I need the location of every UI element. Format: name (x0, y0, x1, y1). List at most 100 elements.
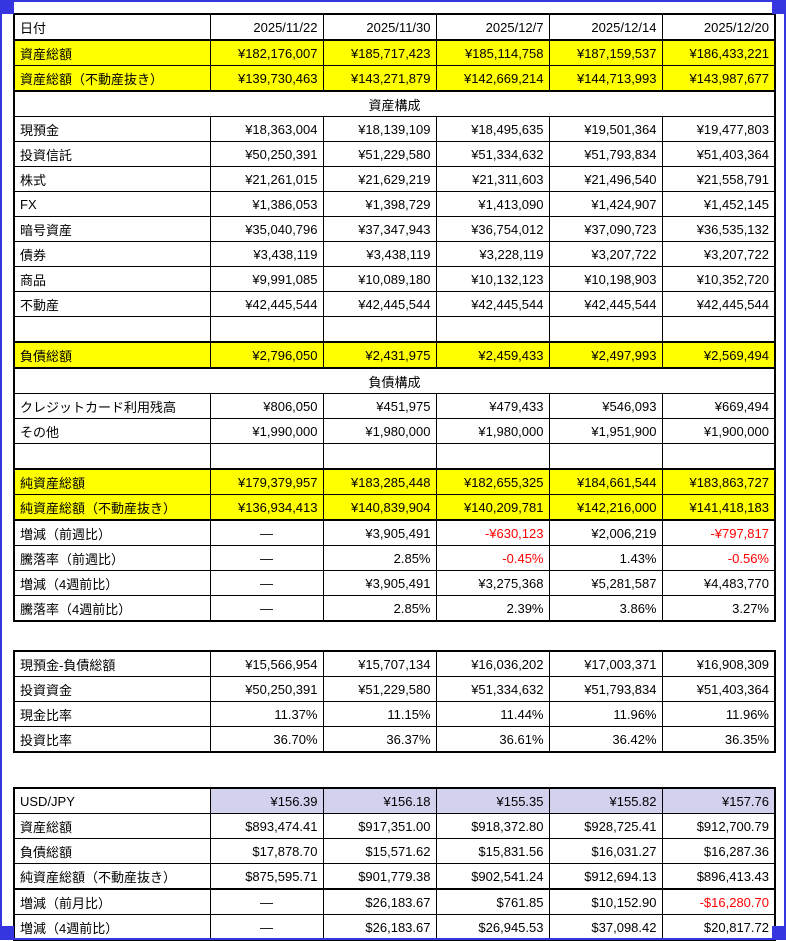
value-cell[interactable]: ¥42,445,544 (548, 291, 663, 317)
value-cell[interactable]: ¥546,093 (548, 393, 663, 419)
value-cell[interactable]: -¥797,817 (661, 519, 776, 546)
row-label-cell[interactable]: 資産総額 (13, 813, 211, 839)
value-cell[interactable]: 2.85% (322, 595, 437, 622)
value-cell[interactable]: $37,098.42 (548, 914, 663, 941)
value-cell[interactable]: ¥3,905,491 (322, 570, 437, 596)
section-header-cell[interactable]: 資産構成 (13, 90, 776, 117)
value-cell[interactable]: $875,595.71 (209, 863, 324, 890)
value-cell[interactable]: ¥18,139,109 (322, 116, 437, 142)
value-cell[interactable]: ¥35,040,796 (209, 216, 324, 242)
value-cell[interactable]: ¥2,459,433 (435, 341, 550, 369)
value-cell[interactable]: ¥155.82 (548, 787, 663, 814)
value-cell[interactable]: ¥21,261,015 (209, 166, 324, 192)
value-cell[interactable]: ¥143,987,677 (661, 65, 776, 92)
value-cell[interactable] (661, 443, 776, 470)
value-cell[interactable]: 36.42% (548, 726, 663, 753)
value-cell[interactable]: ¥3,438,119 (209, 241, 324, 267)
value-cell[interactable]: ¥2,006,219 (548, 519, 663, 546)
value-cell[interactable]: ¥479,433 (435, 393, 550, 419)
value-cell[interactable]: 2.39% (435, 595, 550, 622)
selection-handle-top-right[interactable] (772, 0, 786, 14)
value-cell[interactable] (548, 443, 663, 470)
value-cell[interactable]: ¥21,558,791 (661, 166, 776, 192)
value-cell[interactable]: ¥19,477,803 (661, 116, 776, 142)
value-cell[interactable]: $902,541.24 (435, 863, 550, 890)
value-cell[interactable]: 2025/12/14 (548, 13, 663, 41)
value-cell[interactable]: $901,779.38 (322, 863, 437, 890)
value-cell[interactable]: ― (209, 519, 324, 546)
value-cell[interactable]: ― (209, 570, 324, 596)
value-cell[interactable]: 2025/11/22 (209, 13, 324, 41)
value-cell[interactable]: ¥42,445,544 (661, 291, 776, 317)
value-cell[interactable]: ¥10,132,123 (435, 266, 550, 292)
value-cell[interactable]: $16,031.27 (548, 838, 663, 864)
value-cell[interactable] (209, 316, 324, 343)
row-label-cell[interactable]: 純資産総額（不動産抜き） (13, 494, 211, 521)
value-cell[interactable]: $17,878.70 (209, 838, 324, 864)
value-cell[interactable]: 36.35% (661, 726, 776, 753)
value-cell[interactable]: 11.44% (435, 701, 550, 727)
value-cell[interactable]: ¥157.76 (661, 787, 776, 814)
value-cell[interactable]: $10,152.90 (548, 888, 663, 915)
row-label-cell[interactable]: 純資産総額（不動産抜き） (13, 863, 211, 890)
value-cell[interactable]: ¥9,991,085 (209, 266, 324, 292)
row-label-cell[interactable]: クレジットカード利用残高 (13, 393, 211, 419)
value-cell[interactable]: ¥179,379,957 (209, 468, 324, 495)
value-cell[interactable]: ¥183,285,448 (322, 468, 437, 495)
value-cell[interactable]: ¥185,717,423 (322, 39, 437, 66)
value-cell[interactable]: ¥16,908,309 (661, 650, 776, 677)
row-label-cell[interactable]: 資産総額（不動産抜き） (13, 65, 211, 92)
value-cell[interactable]: -0.56% (661, 545, 776, 571)
value-cell[interactable]: ¥42,445,544 (209, 291, 324, 317)
value-cell[interactable] (435, 443, 550, 470)
selection-handle-bottom-left[interactable] (0, 926, 14, 940)
value-cell[interactable]: ¥19,501,364 (548, 116, 663, 142)
value-cell[interactable] (435, 316, 550, 343)
value-cell[interactable]: ― (209, 888, 324, 915)
value-cell[interactable]: ― (209, 595, 324, 622)
row-label-cell[interactable]: 増減（4週前比） (13, 570, 211, 596)
value-cell[interactable]: $893,474.41 (209, 813, 324, 839)
value-cell[interactable]: 3.86% (548, 595, 663, 622)
value-cell[interactable]: $26,183.67 (322, 888, 437, 915)
value-cell[interactable] (548, 316, 663, 343)
value-cell[interactable]: ¥140,839,904 (322, 494, 437, 521)
value-cell[interactable]: ¥21,496,540 (548, 166, 663, 192)
value-cell[interactable]: ¥140,209,781 (435, 494, 550, 521)
selection-handle-bottom-right[interactable] (772, 926, 786, 940)
value-cell[interactable]: ¥156.18 (322, 787, 437, 814)
value-cell[interactable]: ¥15,566,954 (209, 650, 324, 677)
value-cell[interactable]: ¥2,569,494 (661, 341, 776, 369)
value-cell[interactable]: ¥187,159,537 (548, 39, 663, 66)
value-cell[interactable]: 3.27% (661, 595, 776, 622)
value-cell[interactable]: ¥3,275,368 (435, 570, 550, 596)
value-cell[interactable] (322, 316, 437, 343)
value-cell[interactable]: ¥4,483,770 (661, 570, 776, 596)
value-cell[interactable]: ¥806,050 (209, 393, 324, 419)
value-cell[interactable]: $16,287.36 (661, 838, 776, 864)
value-cell[interactable]: 2025/12/7 (435, 13, 550, 41)
selection-handle-top-left[interactable] (0, 0, 14, 14)
value-cell[interactable]: ¥1,990,000 (209, 418, 324, 444)
value-cell[interactable]: $15,571.62 (322, 838, 437, 864)
value-cell[interactable]: ¥17,003,371 (548, 650, 663, 677)
row-label-cell[interactable]: 投資信託 (13, 141, 211, 167)
value-cell[interactable]: ¥142,669,214 (435, 65, 550, 92)
value-cell[interactable]: 11.15% (322, 701, 437, 727)
value-cell[interactable]: ¥37,090,723 (548, 216, 663, 242)
value-cell[interactable]: ¥51,334,632 (435, 676, 550, 702)
value-cell[interactable]: ¥136,934,413 (209, 494, 324, 521)
value-cell[interactable] (322, 443, 437, 470)
value-cell[interactable]: ¥182,176,007 (209, 39, 324, 66)
value-cell[interactable]: ¥51,229,580 (322, 676, 437, 702)
value-cell[interactable]: ¥51,334,632 (435, 141, 550, 167)
value-cell[interactable]: ¥51,229,580 (322, 141, 437, 167)
value-cell[interactable]: ¥36,754,012 (435, 216, 550, 242)
value-cell[interactable]: ¥184,661,544 (548, 468, 663, 495)
value-cell[interactable]: ¥50,250,391 (209, 141, 324, 167)
row-label-cell[interactable]: 資産総額 (13, 39, 211, 66)
value-cell[interactable]: -$16,280.70 (661, 888, 776, 915)
value-cell[interactable]: 1.43% (548, 545, 663, 571)
value-cell[interactable]: 36.37% (322, 726, 437, 753)
value-cell[interactable]: ¥186,433,221 (661, 39, 776, 66)
